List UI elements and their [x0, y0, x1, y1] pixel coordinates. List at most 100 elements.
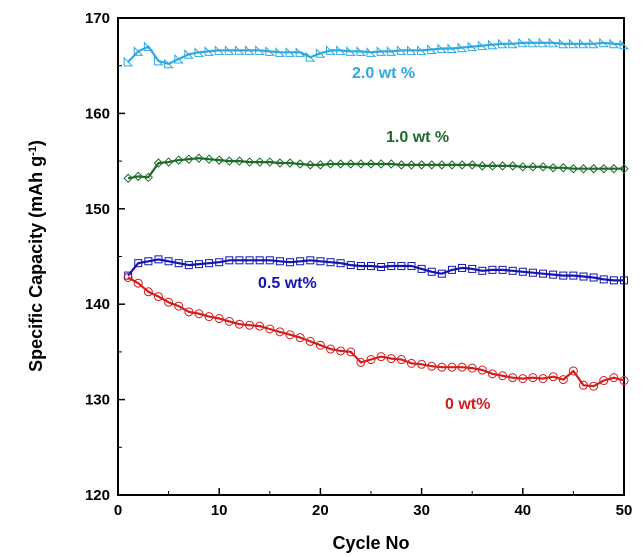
data-point: [548, 37, 559, 48]
data-point: [558, 163, 568, 173]
data-point: [396, 160, 407, 170]
data-point: [205, 259, 214, 268]
data-point: [305, 336, 315, 346]
data-point: [376, 159, 386, 169]
data-point: [174, 155, 184, 165]
data-point: [346, 261, 355, 270]
labels: Cycle No Specific Capacity (mAh g-1) 2.0…: [26, 65, 490, 553]
data-point: [518, 37, 529, 48]
data-point: [285, 158, 295, 168]
data-point: [296, 257, 305, 266]
data-point: [235, 256, 244, 265]
series-label-0: 0 wt%: [445, 396, 490, 413]
data-point: [275, 257, 284, 266]
y-tick-label: 140: [85, 296, 110, 313]
data-point: [315, 160, 326, 170]
data-point: [245, 45, 255, 55]
data-point: [204, 312, 214, 322]
data-point: [539, 269, 548, 278]
data-point: [144, 257, 153, 266]
data-point: [315, 48, 326, 58]
data-point: [437, 269, 446, 278]
data-point: [568, 366, 578, 376]
data-point: [518, 267, 527, 276]
y-axis-title-end: ): [26, 140, 46, 146]
data-point: [285, 330, 295, 340]
data-point: [326, 258, 335, 267]
data-point: [123, 272, 133, 282]
series-0: [123, 37, 630, 69]
data-point: [366, 159, 376, 169]
data-point: [275, 47, 286, 57]
data-point: [316, 257, 325, 266]
data-point: [153, 292, 163, 302]
data-point: [356, 357, 366, 367]
data-point: [589, 38, 599, 49]
data-point: [467, 160, 477, 170]
y-tick-label: 120: [85, 487, 110, 504]
data-point: [386, 46, 397, 56]
data-point: [457, 160, 467, 170]
data-point: [528, 162, 538, 172]
data-point: [406, 45, 417, 55]
data-point: [265, 157, 275, 167]
data-point: [306, 256, 315, 265]
data-point: [558, 375, 568, 385]
data-point: [579, 272, 588, 281]
data-point: [356, 46, 367, 56]
data-point: [215, 258, 224, 267]
data-point: [427, 160, 437, 170]
data-point: [346, 347, 356, 357]
data-point: [619, 39, 630, 50]
data-point: [123, 173, 133, 183]
data-point: [255, 321, 265, 331]
data-point: [163, 157, 174, 167]
data-point: [467, 41, 478, 52]
data-point: [265, 324, 275, 334]
data-point: [356, 159, 366, 169]
data-point: [538, 374, 548, 384]
series-line: [127, 157, 624, 180]
y-tick-label: 150: [85, 201, 110, 218]
x-tick-label: 0: [114, 502, 122, 519]
data-point: [559, 271, 568, 280]
data-point: [255, 256, 264, 265]
data-point: [498, 265, 507, 274]
data-point: [255, 45, 265, 55]
data-point: [538, 37, 549, 48]
data-point: [174, 53, 184, 64]
data-point: [376, 352, 386, 362]
y-tick-label: 160: [85, 105, 110, 122]
data-point: [204, 154, 214, 164]
data-point: [335, 159, 346, 169]
data-point: [194, 309, 204, 319]
data-point: [224, 45, 235, 55]
data-point: [194, 260, 203, 269]
plot-frame: [117, 17, 625, 496]
series-line: [127, 41, 625, 65]
data-point: [407, 262, 416, 271]
data-point: [234, 45, 245, 55]
data-point: [609, 373, 619, 383]
data-point: [397, 262, 406, 271]
data-point: [367, 262, 375, 271]
data-point: [487, 161, 498, 171]
series-2: [124, 255, 628, 285]
data-point: [478, 266, 487, 275]
x-tick-label: 50: [616, 502, 633, 519]
data-point: [609, 164, 619, 174]
data-point: [498, 38, 508, 49]
data-point: [184, 154, 194, 164]
data-point: [599, 275, 608, 284]
data-point: [437, 362, 447, 372]
data-point: [447, 265, 456, 274]
data-point: [548, 372, 558, 382]
data-point: [295, 333, 305, 343]
data-point: [214, 155, 224, 165]
data-point: [619, 164, 629, 174]
data-point: [497, 161, 508, 171]
data-point: [184, 261, 193, 270]
series-3: [123, 272, 629, 391]
data-point: [225, 256, 234, 265]
y-tick-label: 130: [85, 392, 110, 409]
